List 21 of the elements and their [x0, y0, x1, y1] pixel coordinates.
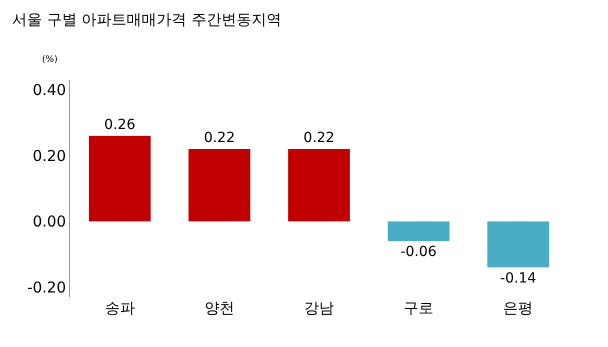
y-tick-label: 0.20: [32, 146, 66, 165]
x-tick-label: 송파: [104, 299, 135, 317]
y-tick-label: 0.40: [32, 81, 66, 100]
chart-title: 서울 구별 아파트매매가격 주간변동지역: [12, 10, 282, 28]
bar: [388, 221, 450, 242]
data-label: -0.06: [400, 244, 437, 260]
y-tick-label: 0.00: [32, 212, 66, 231]
x-tick-label: 구로: [404, 299, 434, 317]
x-tick-label: 강남: [304, 299, 334, 317]
data-label: 0.22: [303, 130, 335, 146]
y-tick-label: -0.20: [27, 278, 66, 296]
y-axis-title: (%): [42, 55, 58, 65]
bar: [487, 221, 550, 268]
x-tick-label: 은평: [503, 299, 534, 317]
x-tick-label: 양천: [204, 299, 234, 317]
data-label: 0.26: [104, 116, 136, 133]
bar: [288, 149, 350, 222]
bar: [88, 136, 151, 222]
data-label: -0.14: [500, 270, 536, 286]
data-label: 0.22: [204, 130, 235, 146]
bar: [188, 149, 250, 222]
